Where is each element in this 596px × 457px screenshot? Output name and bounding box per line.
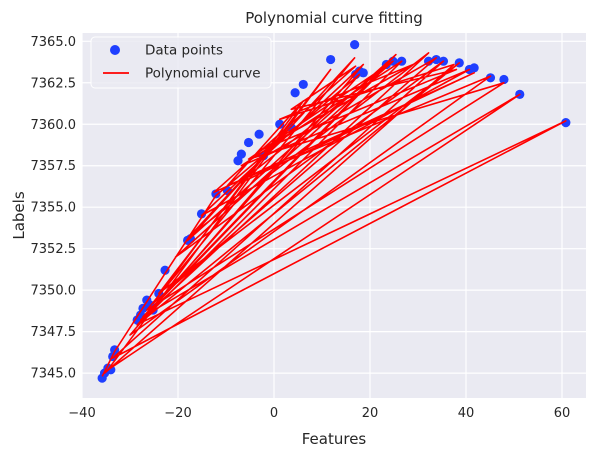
- legend-marker-data-points: [110, 45, 120, 55]
- x-tick-label: 20: [362, 406, 379, 421]
- data-point: [236, 149, 246, 159]
- data-point: [106, 365, 116, 375]
- x-tick-label: 60: [554, 406, 571, 421]
- data-point: [275, 119, 285, 129]
- y-tick-label: 7362.5: [31, 76, 77, 91]
- plot-area: [82, 33, 586, 398]
- legend-label-polynomial-curve: Polynomial curve: [145, 66, 261, 82]
- y-tick-label: 7352.5: [31, 242, 77, 257]
- data-point: [160, 265, 170, 275]
- data-point: [469, 63, 479, 73]
- data-point: [561, 117, 571, 128]
- plot-layer: [97, 40, 571, 383]
- data-point: [499, 74, 509, 85]
- x-tick-label: 0: [270, 406, 278, 421]
- legend: Data points Polynomial curve: [90, 36, 272, 89]
- x-tick-label: 40: [458, 406, 475, 421]
- data-point: [358, 68, 368, 78]
- y-tick-label: 7357.5: [31, 159, 77, 174]
- y-tick-label: 7350.0: [31, 284, 77, 299]
- data-point: [243, 137, 254, 148]
- tick-labels: −40 −20 0 20 40 60 7345.0 7347.5 7350.0 7352.5 735…: [31, 35, 571, 421]
- legend-label-data-points: Data points: [145, 43, 223, 59]
- data-point: [350, 40, 360, 50]
- polynomial-curve-line: [101, 52, 567, 377]
- data-point: [431, 54, 441, 65]
- data-point: [196, 209, 207, 219]
- data-point: [298, 79, 308, 90]
- y-tick-label: 7347.5: [31, 325, 77, 340]
- y-tick-label: 7365.0: [31, 35, 77, 50]
- x-tick-label: −40: [68, 406, 95, 421]
- y-tick-label: 7360.0: [31, 118, 77, 133]
- y-tick-label: 7345.0: [31, 367, 77, 382]
- data-point: [254, 129, 264, 139]
- y-axis-label: Labels: [10, 191, 28, 239]
- y-tick-label: 7355.0: [31, 201, 77, 216]
- data-point: [326, 54, 336, 65]
- x-axis-label: Features: [302, 430, 367, 448]
- data-point: [485, 73, 496, 83]
- legend-box: [90, 36, 272, 89]
- x-tick-label: −20: [164, 406, 191, 421]
- chart-title: Polynomial curve fitting: [245, 9, 423, 27]
- data-point: [290, 88, 300, 98]
